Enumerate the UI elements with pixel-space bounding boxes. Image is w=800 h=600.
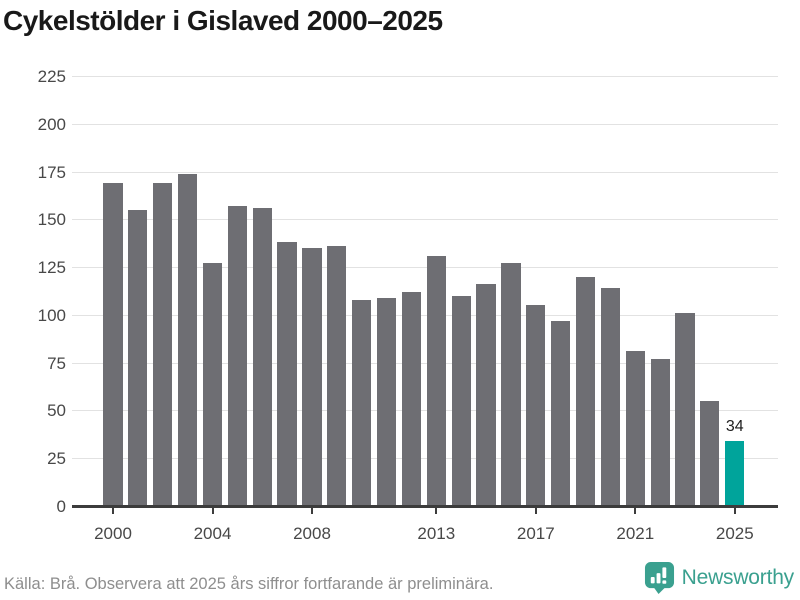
gridline-75 — [72, 362, 778, 364]
x-tick-label: 2017 — [516, 524, 555, 543]
gridline-125 — [72, 267, 778, 269]
bar-2002 — [153, 183, 173, 506]
bar-2010 — [352, 299, 372, 506]
bar-2011 — [376, 297, 397, 506]
newsworthy-logo-text: Newsworthy — [681, 565, 795, 589]
bar-2017 — [526, 305, 546, 506]
bar-2016 — [501, 263, 521, 506]
newsworthy-bubble-chart-icon — [644, 561, 675, 594]
x-tick-label: 2025 — [715, 524, 754, 543]
x-tick-2004 — [211, 508, 214, 514]
x-tick-2000 — [112, 508, 114, 514]
bar-2022 — [650, 358, 670, 506]
x-tick-2021 — [634, 508, 637, 514]
chart-title: Cykelstölder i Gislaved 2000–2025 — [3, 5, 443, 36]
bar-2009 — [327, 246, 347, 506]
y-tick-label: 25 — [47, 449, 66, 469]
source-note: Källa: Brå. Observera att 2025 års siffr… — [4, 575, 494, 593]
x-tick-2017 — [534, 508, 537, 514]
x-tick-2013 — [435, 508, 438, 514]
bar-2021 — [625, 351, 645, 506]
y-tick-label: 225 — [37, 67, 66, 86]
bar-2012 — [401, 292, 422, 506]
bar-2003 — [178, 173, 198, 506]
x-tick-label: 2008 — [293, 524, 331, 543]
bar-2025 — [725, 441, 745, 506]
bar-2020 — [600, 288, 621, 506]
y-tick-label: 50 — [47, 401, 66, 421]
x-tick-label: 2021 — [616, 524, 655, 543]
bar-2006 — [252, 207, 272, 506]
y-tick-label: 175 — [37, 162, 66, 182]
gridline-25 — [72, 458, 778, 460]
bar-2018 — [551, 320, 571, 506]
gridline-150 — [72, 219, 778, 221]
bar-2005 — [227, 206, 247, 506]
y-tick-label: 150 — [37, 210, 66, 230]
gridline-50 — [72, 410, 778, 412]
gridline-100 — [72, 314, 778, 316]
bar-2023 — [675, 313, 695, 506]
y-tick-label: 125 — [37, 258, 66, 278]
gridline-175 — [72, 171, 778, 173]
gridline-200 — [72, 123, 778, 125]
x-tick-2025 — [733, 508, 736, 514]
y-tick-label: 0 — [56, 497, 66, 516]
y-tick-label: 200 — [37, 114, 66, 134]
plot-area: 0 25 50 75 100 125 150 175 200 225 2000 2004 2008 20… — [37, 67, 778, 543]
bar-2013 — [426, 255, 446, 506]
y-tick-label: 100 — [37, 305, 66, 325]
bar-2015 — [476, 284, 496, 506]
bar-value-label: 34 — [725, 418, 744, 435]
x-tick-label: 2004 — [193, 524, 232, 543]
gridline-225 — [72, 76, 778, 77]
bar-2001 — [128, 209, 148, 506]
bar-2014 — [451, 295, 471, 506]
y-tick-label: 75 — [47, 353, 66, 373]
bar-2024 — [700, 400, 720, 506]
newsworthy-logo[interactable]: Newsworthy — [644, 561, 794, 594]
bar-2008 — [302, 248, 322, 506]
x-tick-2008 — [311, 508, 313, 514]
bar-2000 — [103, 183, 123, 506]
x-tick-label: 2013 — [417, 524, 456, 543]
bar-2019 — [575, 276, 596, 506]
x-tick-label: 2000 — [94, 524, 132, 543]
bar-2004 — [202, 263, 223, 506]
bar-2007 — [277, 242, 297, 506]
x-axis-line — [72, 505, 778, 508]
